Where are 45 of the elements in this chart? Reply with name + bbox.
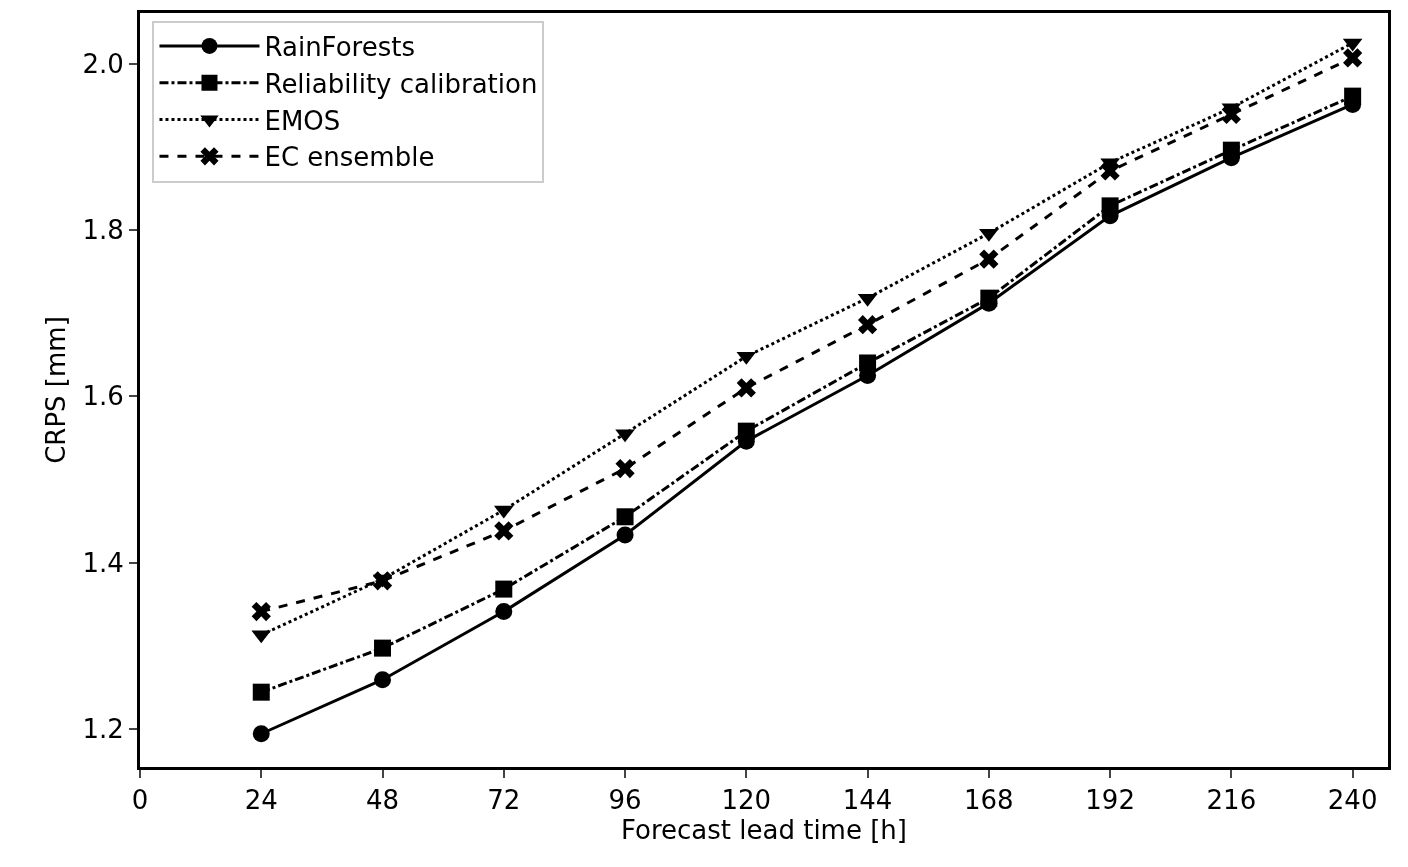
x-tick-label: 24 <box>244 785 278 816</box>
point <box>859 354 877 372</box>
point <box>495 603 513 621</box>
y-tick-label: 1.6 <box>82 381 124 412</box>
point <box>1101 197 1119 215</box>
point <box>616 508 634 526</box>
y-tick-label: 2.0 <box>82 48 124 79</box>
point <box>615 458 635 479</box>
legend-label: EMOS <box>264 105 341 136</box>
point <box>252 725 270 743</box>
point <box>980 289 998 307</box>
point <box>979 249 999 269</box>
x-tick-label: 216 <box>1206 785 1257 816</box>
x-tick-label: 240 <box>1327 785 1378 816</box>
x-tick-label: 120 <box>721 785 772 816</box>
point <box>1100 161 1120 181</box>
x-tick-label: 72 <box>487 785 521 816</box>
point <box>736 378 756 398</box>
point <box>252 683 270 701</box>
point <box>1222 141 1240 159</box>
point <box>374 671 392 689</box>
point <box>374 639 392 657</box>
y-axis-title: CRPS [mm] <box>40 316 71 464</box>
point <box>737 422 755 440</box>
point <box>1343 48 1363 68</box>
y-tick-label: 1.4 <box>82 547 124 578</box>
y-tick-label: 1.8 <box>82 215 124 246</box>
legend-label: Reliability calibration <box>264 68 538 99</box>
legend-label: EC ensemble <box>264 142 435 173</box>
x-tick-label: 144 <box>842 785 893 816</box>
x-tick-label: 192 <box>1085 785 1135 816</box>
point <box>251 601 271 622</box>
x-tick-label: 168 <box>964 785 1014 816</box>
legend-label: RainForests <box>264 32 415 63</box>
point <box>616 526 634 544</box>
point <box>1221 104 1241 125</box>
point <box>495 580 513 598</box>
x-tick-label: 96 <box>608 785 642 816</box>
x-tick-label: 48 <box>365 785 400 816</box>
x-tick-label: 0 <box>131 785 149 816</box>
point <box>857 315 878 335</box>
point <box>1344 87 1362 105</box>
y-tick-label: 1.2 <box>82 713 124 744</box>
point <box>494 521 514 541</box>
x-axis-title: Forecast lead time [h] <box>621 815 907 846</box>
